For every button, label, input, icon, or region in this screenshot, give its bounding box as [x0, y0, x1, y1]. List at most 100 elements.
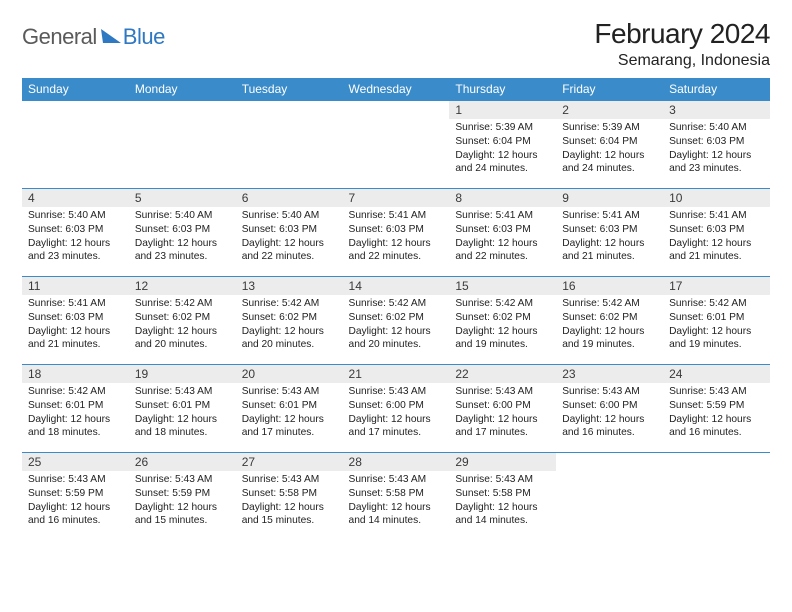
calendar-day-cell: 20Sunrise: 5:43 AMSunset: 6:01 PMDayligh… — [236, 365, 343, 453]
day-number: 7 — [343, 189, 450, 207]
day-number: 21 — [343, 365, 450, 383]
day-details: Sunrise: 5:43 AMSunset: 5:58 PMDaylight:… — [343, 471, 450, 532]
calendar-table: SundayMondayTuesdayWednesdayThursdayFrid… — [22, 78, 770, 541]
sunset-line: Sunset: 6:03 PM — [349, 223, 444, 237]
calendar-day-cell: 19Sunrise: 5:43 AMSunset: 6:01 PMDayligh… — [129, 365, 236, 453]
calendar-day-cell: 12Sunrise: 5:42 AMSunset: 6:02 PMDayligh… — [129, 277, 236, 365]
brand-word-1: General — [22, 24, 97, 50]
daylight-line: Daylight: 12 hours and 15 minutes. — [242, 501, 337, 529]
sunset-line: Sunset: 6:03 PM — [28, 223, 123, 237]
calendar-day-cell: 11Sunrise: 5:41 AMSunset: 6:03 PMDayligh… — [22, 277, 129, 365]
calendar-day-cell: 21Sunrise: 5:43 AMSunset: 6:00 PMDayligh… — [343, 365, 450, 453]
calendar-day-cell — [556, 453, 663, 541]
calendar-day-cell: 24Sunrise: 5:43 AMSunset: 5:59 PMDayligh… — [663, 365, 770, 453]
sunrise-line: Sunrise: 5:42 AM — [669, 297, 764, 311]
sunset-line: Sunset: 6:02 PM — [135, 311, 230, 325]
sunrise-line: Sunrise: 5:42 AM — [455, 297, 550, 311]
daylight-line: Daylight: 12 hours and 21 minutes. — [562, 237, 657, 265]
day-number: 19 — [129, 365, 236, 383]
day-number: 13 — [236, 277, 343, 295]
sunrise-line: Sunrise: 5:43 AM — [349, 473, 444, 487]
sunrise-line: Sunrise: 5:43 AM — [455, 385, 550, 399]
day-details: Sunrise: 5:41 AMSunset: 6:03 PMDaylight:… — [449, 207, 556, 268]
sunset-line: Sunset: 6:04 PM — [455, 135, 550, 149]
day-number: 25 — [22, 453, 129, 471]
day-number: 26 — [129, 453, 236, 471]
calendar-day-cell: 6Sunrise: 5:40 AMSunset: 6:03 PMDaylight… — [236, 189, 343, 277]
day-details: Sunrise: 5:40 AMSunset: 6:03 PMDaylight:… — [663, 119, 770, 180]
sunset-line: Sunset: 6:00 PM — [349, 399, 444, 413]
day-number: 22 — [449, 365, 556, 383]
sunset-line: Sunset: 6:03 PM — [28, 311, 123, 325]
day-number: 5 — [129, 189, 236, 207]
sunset-line: Sunset: 6:03 PM — [562, 223, 657, 237]
day-details: Sunrise: 5:41 AMSunset: 6:03 PMDaylight:… — [556, 207, 663, 268]
calendar-day-cell: 27Sunrise: 5:43 AMSunset: 5:58 PMDayligh… — [236, 453, 343, 541]
weekday-header: Sunday — [22, 78, 129, 101]
day-details: Sunrise: 5:42 AMSunset: 6:01 PMDaylight:… — [22, 383, 129, 444]
calendar-day-cell: 5Sunrise: 5:40 AMSunset: 6:03 PMDaylight… — [129, 189, 236, 277]
day-details: Sunrise: 5:43 AMSunset: 5:59 PMDaylight:… — [129, 471, 236, 532]
day-number: 4 — [22, 189, 129, 207]
daylight-line: Daylight: 12 hours and 16 minutes. — [562, 413, 657, 441]
sunset-line: Sunset: 6:03 PM — [455, 223, 550, 237]
day-details: Sunrise: 5:42 AMSunset: 6:01 PMDaylight:… — [663, 295, 770, 356]
day-number: 27 — [236, 453, 343, 471]
daylight-line: Daylight: 12 hours and 14 minutes. — [455, 501, 550, 529]
daylight-line: Daylight: 12 hours and 19 minutes. — [455, 325, 550, 353]
daylight-line: Daylight: 12 hours and 22 minutes. — [455, 237, 550, 265]
daylight-line: Daylight: 12 hours and 19 minutes. — [562, 325, 657, 353]
day-details: Sunrise: 5:43 AMSunset: 5:58 PMDaylight:… — [449, 471, 556, 532]
brand-triangle-icon — [101, 29, 121, 43]
sunrise-line: Sunrise: 5:43 AM — [242, 385, 337, 399]
sunset-line: Sunset: 6:02 PM — [242, 311, 337, 325]
sunset-line: Sunset: 5:59 PM — [669, 399, 764, 413]
daylight-line: Daylight: 12 hours and 20 minutes. — [135, 325, 230, 353]
sunset-line: Sunset: 6:01 PM — [135, 399, 230, 413]
day-details: Sunrise: 5:41 AMSunset: 6:03 PMDaylight:… — [663, 207, 770, 268]
sunrise-line: Sunrise: 5:39 AM — [562, 121, 657, 135]
day-number: 24 — [663, 365, 770, 383]
daylight-line: Daylight: 12 hours and 24 minutes. — [562, 149, 657, 177]
sunrise-line: Sunrise: 5:42 AM — [242, 297, 337, 311]
daylight-line: Daylight: 12 hours and 22 minutes. — [242, 237, 337, 265]
calendar-day-cell: 1Sunrise: 5:39 AMSunset: 6:04 PMDaylight… — [449, 101, 556, 189]
daylight-line: Daylight: 12 hours and 23 minutes. — [135, 237, 230, 265]
day-details: Sunrise: 5:43 AMSunset: 6:01 PMDaylight:… — [129, 383, 236, 444]
daylight-line: Daylight: 12 hours and 23 minutes. — [669, 149, 764, 177]
day-number: 2 — [556, 101, 663, 119]
day-details: Sunrise: 5:42 AMSunset: 6:02 PMDaylight:… — [236, 295, 343, 356]
sunset-line: Sunset: 6:01 PM — [669, 311, 764, 325]
day-details: Sunrise: 5:40 AMSunset: 6:03 PMDaylight:… — [22, 207, 129, 268]
sunset-line: Sunset: 5:58 PM — [242, 487, 337, 501]
daylight-line: Daylight: 12 hours and 20 minutes. — [242, 325, 337, 353]
day-details: Sunrise: 5:42 AMSunset: 6:02 PMDaylight:… — [449, 295, 556, 356]
calendar-week-row: 4Sunrise: 5:40 AMSunset: 6:03 PMDaylight… — [22, 189, 770, 277]
sunset-line: Sunset: 6:02 PM — [455, 311, 550, 325]
sunset-line: Sunset: 6:04 PM — [562, 135, 657, 149]
sunrise-line: Sunrise: 5:41 AM — [28, 297, 123, 311]
day-details: Sunrise: 5:42 AMSunset: 6:02 PMDaylight:… — [129, 295, 236, 356]
daylight-line: Daylight: 12 hours and 17 minutes. — [455, 413, 550, 441]
calendar-day-cell: 28Sunrise: 5:43 AMSunset: 5:58 PMDayligh… — [343, 453, 450, 541]
day-number: 6 — [236, 189, 343, 207]
calendar-header-row: SundayMondayTuesdayWednesdayThursdayFrid… — [22, 78, 770, 101]
sunrise-line: Sunrise: 5:41 AM — [455, 209, 550, 223]
sunrise-line: Sunrise: 5:43 AM — [135, 385, 230, 399]
day-number: 12 — [129, 277, 236, 295]
calendar-day-cell — [22, 101, 129, 189]
calendar-day-cell: 8Sunrise: 5:41 AMSunset: 6:03 PMDaylight… — [449, 189, 556, 277]
calendar-day-cell — [663, 453, 770, 541]
sunrise-line: Sunrise: 5:40 AM — [135, 209, 230, 223]
sunrise-line: Sunrise: 5:39 AM — [455, 121, 550, 135]
day-number: 9 — [556, 189, 663, 207]
daylight-line: Daylight: 12 hours and 15 minutes. — [135, 501, 230, 529]
calendar-day-cell: 16Sunrise: 5:42 AMSunset: 6:02 PMDayligh… — [556, 277, 663, 365]
daylight-line: Daylight: 12 hours and 24 minutes. — [455, 149, 550, 177]
day-number: 3 — [663, 101, 770, 119]
sunrise-line: Sunrise: 5:42 AM — [562, 297, 657, 311]
day-number: 20 — [236, 365, 343, 383]
daylight-line: Daylight: 12 hours and 23 minutes. — [28, 237, 123, 265]
sunrise-line: Sunrise: 5:40 AM — [28, 209, 123, 223]
calendar-day-cell — [343, 101, 450, 189]
